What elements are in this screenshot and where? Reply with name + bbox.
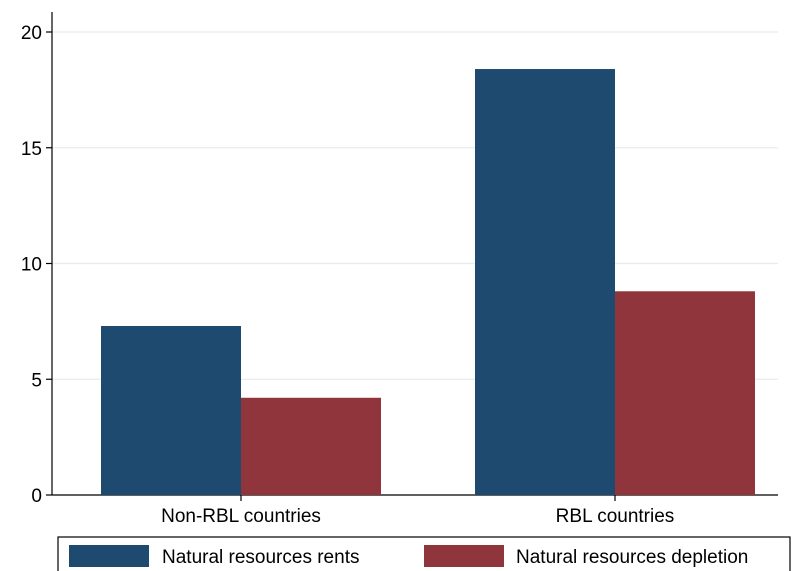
y-tick-label-20: 20 [21,23,42,44]
legend-swatch-0 [69,545,149,567]
y-tick-label-5: 5 [31,370,42,391]
legend-swatch-1 [424,545,504,567]
category-labels: Non-RBL countries RBL countries [161,506,674,527]
y-tick-label-15: 15 [21,139,42,160]
legend: Natural resources rents Natural resources… [57,536,791,571]
category-label-1: RBL countries [556,506,675,527]
y-tick-label-10: 10 [21,255,42,276]
y-tick-label-0: 0 [31,486,42,507]
legend-label-0: Natural resources rents [162,547,359,568]
bar-0-series-0 [101,326,241,495]
bar-1-series-0 [475,69,615,495]
bar-1-series-1 [615,291,755,495]
legend-label-1: Natural resources depletion [516,547,748,568]
bars [101,69,755,495]
category-label-0: Non-RBL countries [161,506,321,527]
bar-0-series-1 [241,397,381,495]
